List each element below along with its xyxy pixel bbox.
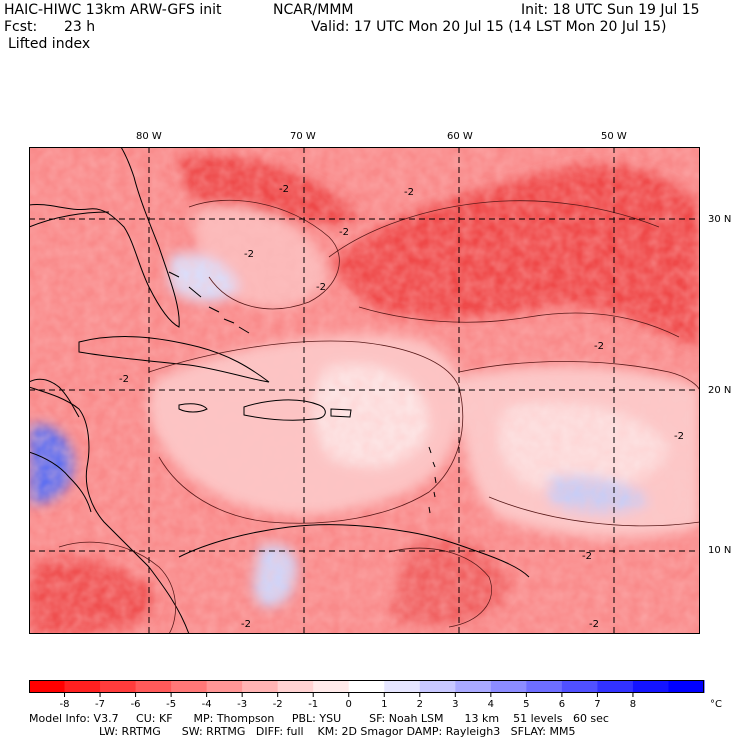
colorbar-tick-label: -3: [237, 699, 247, 710]
colorbar-tick-label: -7: [95, 699, 105, 710]
colorbar-tick-label: -4: [202, 699, 212, 710]
colorbar-swatch: [313, 680, 350, 693]
contour-4: [188, 199, 340, 310]
contour-label: -2: [316, 282, 326, 293]
colorbar-tick-label: 0: [346, 699, 352, 710]
contours: [58, 199, 700, 634]
colorbar-tick-label: -8: [60, 699, 70, 710]
colorbar-swatch: [490, 680, 527, 693]
colorbar-swatch: [206, 680, 243, 693]
lat-label-30n: 30 N: [708, 214, 732, 225]
colorbar-swatches: [29, 680, 705, 697]
lon-label-80w: 80 W: [136, 131, 162, 142]
border-land: [29, 451, 92, 513]
colorbar-swatch: [242, 680, 279, 693]
colorbar-tick-label: -5: [166, 699, 176, 710]
latlon-grid: [29, 147, 700, 634]
colorbar-swatch: [632, 680, 669, 693]
contour-label: -2: [244, 249, 254, 260]
coast-south-america: [178, 524, 530, 578]
lat-label-20n: 20 N: [708, 385, 732, 396]
forecast-label: Fcst:: [4, 19, 38, 35]
coast-lesser-antilles: [428, 446, 437, 514]
coast-bahamas: [168, 271, 250, 334]
field-name: Lifted index: [8, 36, 91, 52]
colorbar-swatch: [597, 680, 634, 693]
colorbar-swatch: [64, 680, 101, 693]
contour-label: -2: [594, 341, 604, 352]
colorbar-tick-label: 1: [381, 699, 387, 710]
coast-hispaniola: [243, 399, 326, 421]
coast-cuba: [78, 336, 270, 383]
lifted-index-map: -2 -2 -2 -2 -2 -2 -2 -2 -2 -2 -2: [29, 147, 700, 634]
contour-6: [358, 306, 680, 338]
colorbar-tick-label: 8: [630, 699, 636, 710]
colorbar-swatch: [277, 680, 314, 693]
colorbar-swatch: [561, 680, 598, 693]
forecast-hour: 23 h: [64, 19, 96, 35]
contour-3: [488, 496, 700, 527]
map-frame: [29, 147, 700, 634]
lon-label-60w: 60 W: [447, 131, 473, 142]
colorbar-swatch: [100, 680, 137, 693]
colorbar-swatch: [29, 680, 66, 693]
colorbar-tick-label: -1: [308, 699, 318, 710]
colorbar-swatch: [384, 680, 421, 693]
colorbar-labels: -8 -7 -6 -5 -4 -3 -2 -1 0 1 2 3 4 5 6 7 8 °C: [60, 699, 722, 710]
colorbar-swatch: [171, 680, 208, 693]
org-label: NCAR/MMM: [273, 2, 354, 18]
contour-5: [328, 200, 660, 258]
colorbar-swatch: [348, 680, 385, 693]
colorbar-unit: °C: [710, 699, 722, 710]
coast-puerto-rico: [330, 408, 352, 418]
colorbar-tick-label: 7: [594, 699, 600, 710]
lon-label-50w: 50 W: [601, 131, 627, 142]
colorbar-tick-label: 2: [417, 699, 423, 710]
colorbar: -8 -7 -6 -5 -4 -3 -2 -1 0 1 2 3 4 5 6 7 8 °C: [29, 680, 722, 710]
contour-7: [58, 541, 176, 634]
model-info-line: Model Info: V3.7 CU: KF MP: Thompson PBL…: [29, 712, 609, 725]
coast-us-southeast: [29, 147, 180, 328]
valid-time: Valid: 17 UTC Mon 20 Jul 15 (14 LST Mon …: [311, 19, 667, 35]
coast-central-america: [29, 386, 190, 634]
colorbar-swatch: [135, 680, 172, 693]
contour-label: -2: [339, 227, 349, 238]
colorbar-tick-label: 5: [523, 699, 529, 710]
contour-label: -2: [582, 551, 592, 562]
contour-label: -2: [589, 619, 599, 630]
colorbar-swatch: [419, 680, 456, 693]
colorbar-tick-label: -6: [131, 699, 141, 710]
colorbar-swatch: [455, 680, 492, 693]
contour-label-group: -2 -2 -2 -2 -2 -2 -2 -2 -2 -2 -2: [119, 184, 684, 630]
colorbar-tick-label: 4: [488, 699, 494, 710]
coast-yucatan: [29, 378, 80, 418]
contour-8: [388, 547, 492, 628]
contour-2: [458, 361, 700, 393]
contour-label: -2: [241, 619, 251, 630]
model-title: HAIC-HIWC 13km ARW-GFS init: [4, 2, 222, 18]
colorbar-frame: [29, 680, 704, 693]
contour-label: -2: [404, 187, 414, 198]
init-time: Init: 18 UTC Sun 19 Jul 15: [521, 2, 700, 18]
coast-jamaica: [178, 403, 208, 413]
coast-gulf-north: [29, 211, 110, 228]
contour-label: -2: [279, 184, 289, 195]
coastlines: [29, 147, 530, 634]
colorbar-swatch: [668, 680, 705, 693]
physics-info-line: LW: RRTMG SW: RRTMG DIFF: full KM: 2D Sm…: [99, 725, 576, 738]
colorbar-tick-label: -2: [273, 699, 283, 710]
lon-label-70w: 70 W: [290, 131, 316, 142]
colorbar-tick-label: 3: [452, 699, 458, 710]
colorbar-swatch: [526, 680, 563, 693]
contour-label: -2: [119, 374, 129, 385]
lat-label-10n: 10 N: [708, 545, 732, 556]
colorbar-tick-label: 6: [559, 699, 565, 710]
contour-label: -2: [674, 431, 684, 442]
